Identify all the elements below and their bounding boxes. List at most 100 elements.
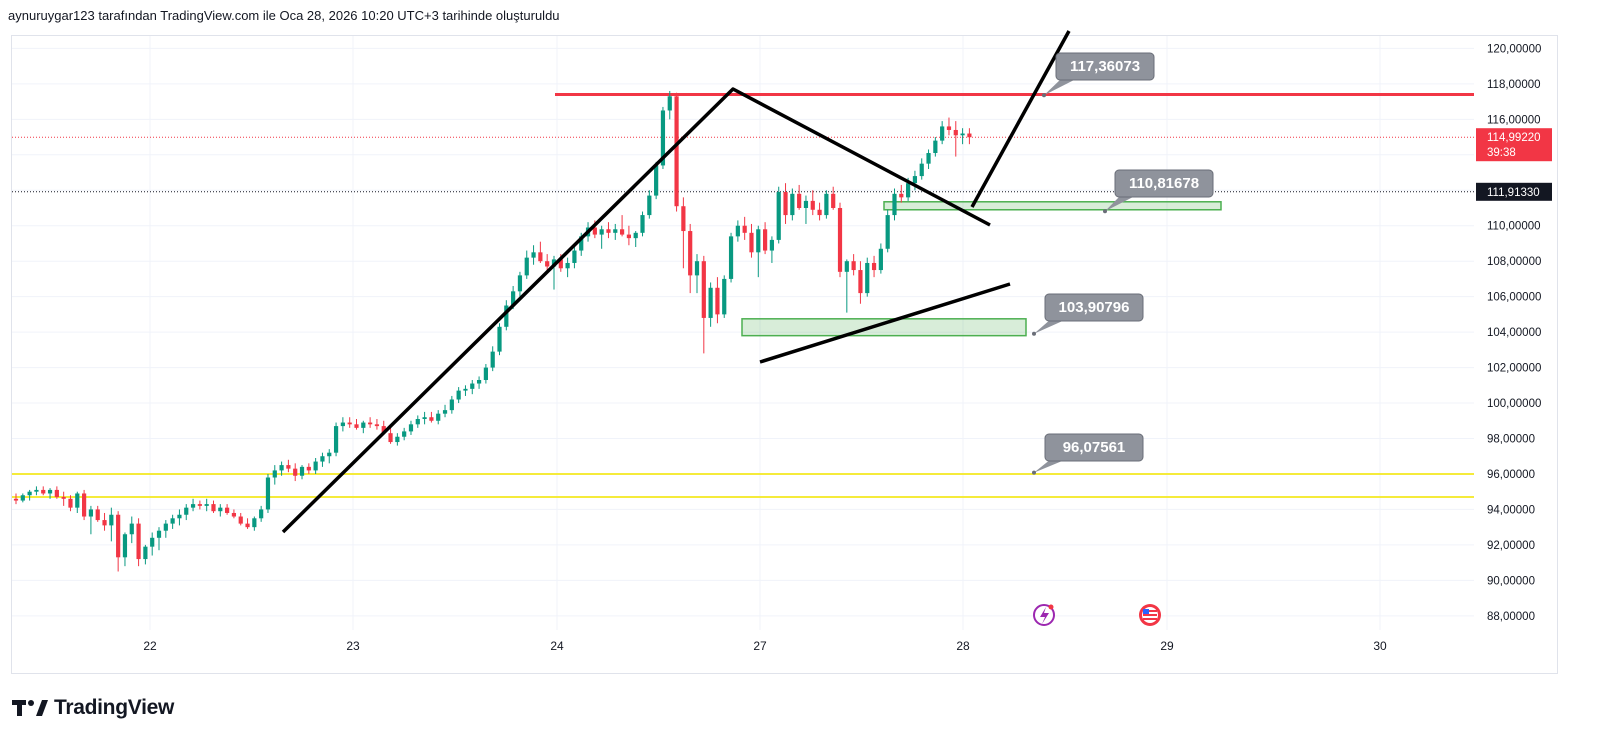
candle xyxy=(790,188,795,221)
candle xyxy=(422,411,427,425)
candle xyxy=(82,489,87,521)
candle xyxy=(347,417,352,428)
candle-body xyxy=(54,489,59,498)
candle-body xyxy=(143,546,148,560)
candle-body xyxy=(286,465,291,469)
candle-body xyxy=(940,126,945,141)
flag-stripe xyxy=(1143,618,1157,620)
candle xyxy=(204,498,209,512)
candle-body xyxy=(34,489,39,492)
candle xyxy=(218,504,223,517)
candle xyxy=(20,493,25,503)
candle xyxy=(327,449,332,464)
candle-body xyxy=(429,417,434,421)
candle xyxy=(531,245,536,265)
candle-body xyxy=(599,229,604,235)
candle-body xyxy=(20,495,25,501)
candle-body xyxy=(633,232,638,239)
candle-body xyxy=(817,209,822,216)
candle-body xyxy=(102,520,107,526)
candle-body xyxy=(75,493,80,508)
candle-body xyxy=(347,422,352,425)
candle xyxy=(613,223,618,240)
callout-box xyxy=(1114,169,1214,198)
candle-body xyxy=(654,165,659,196)
x-tick-label: 28 xyxy=(956,639,970,653)
candle xyxy=(313,458,318,474)
candle xyxy=(871,255,877,278)
candle xyxy=(299,465,305,480)
candle-body xyxy=(538,252,543,262)
candle xyxy=(572,245,577,269)
candle xyxy=(156,527,162,551)
candle-body xyxy=(871,262,877,271)
candle xyxy=(763,222,768,255)
candle xyxy=(654,161,659,200)
candle-body xyxy=(211,504,216,512)
support-zone xyxy=(741,318,1027,337)
brand-logo[interactable]: TradingView xyxy=(12,696,174,720)
candle xyxy=(701,255,706,354)
callout-anchor xyxy=(1032,331,1036,336)
candle-body xyxy=(163,523,168,531)
candle-body xyxy=(333,426,339,453)
candle xyxy=(647,190,652,219)
candle-body xyxy=(13,498,19,501)
candle-body xyxy=(422,417,427,419)
us-flag-event-icon[interactable] xyxy=(1139,604,1161,626)
candle xyxy=(259,505,264,522)
candle-body xyxy=(783,192,788,216)
y-tick-label: 90,00000 xyxy=(1487,575,1535,587)
candle-body xyxy=(299,466,305,476)
candle xyxy=(517,271,523,297)
candle-body xyxy=(640,215,645,233)
trendlines xyxy=(281,30,1071,534)
candle-body xyxy=(763,229,768,251)
candle xyxy=(197,500,202,510)
flash-event-icon[interactable] xyxy=(1033,604,1055,626)
candle xyxy=(524,250,529,279)
candle-body xyxy=(408,424,414,432)
candle-body xyxy=(960,133,965,136)
candle-body xyxy=(109,514,114,526)
candle-body xyxy=(184,507,189,515)
candle-body xyxy=(906,183,911,198)
chart-frame[interactable] xyxy=(11,35,1558,674)
candle xyxy=(694,254,700,294)
candle-body xyxy=(231,512,237,517)
candle-body xyxy=(531,252,536,258)
candle xyxy=(333,422,339,457)
candle-body xyxy=(749,232,754,253)
candle xyxy=(851,254,856,276)
candle-body xyxy=(170,518,175,524)
candle xyxy=(143,544,148,565)
candle xyxy=(538,241,543,263)
horizontal-levels xyxy=(12,93,1474,499)
support-zone xyxy=(883,201,1222,211)
candle-body xyxy=(197,504,202,506)
candle-body xyxy=(742,225,747,233)
candle-body xyxy=(27,491,32,496)
trend-line xyxy=(281,87,991,534)
candle xyxy=(374,418,380,430)
candle xyxy=(837,202,843,278)
x-tick-label: 27 xyxy=(753,639,767,653)
candle-body xyxy=(156,530,162,538)
candle-body xyxy=(844,261,849,272)
candle-body xyxy=(415,418,420,425)
candle-body xyxy=(238,516,243,524)
y-tick-label: 98,00000 xyxy=(1487,434,1535,446)
candle xyxy=(402,427,407,441)
candle xyxy=(13,493,19,505)
y-tick-label: 108,00000 xyxy=(1487,256,1541,268)
x-tick-label: 24 xyxy=(550,639,564,653)
candle xyxy=(769,236,775,263)
candle xyxy=(490,346,495,372)
candle-body xyxy=(865,262,870,294)
candle xyxy=(892,188,897,221)
candle xyxy=(599,225,604,249)
candle xyxy=(293,463,298,482)
candle-body xyxy=(728,236,734,279)
candle-body xyxy=(858,270,863,294)
